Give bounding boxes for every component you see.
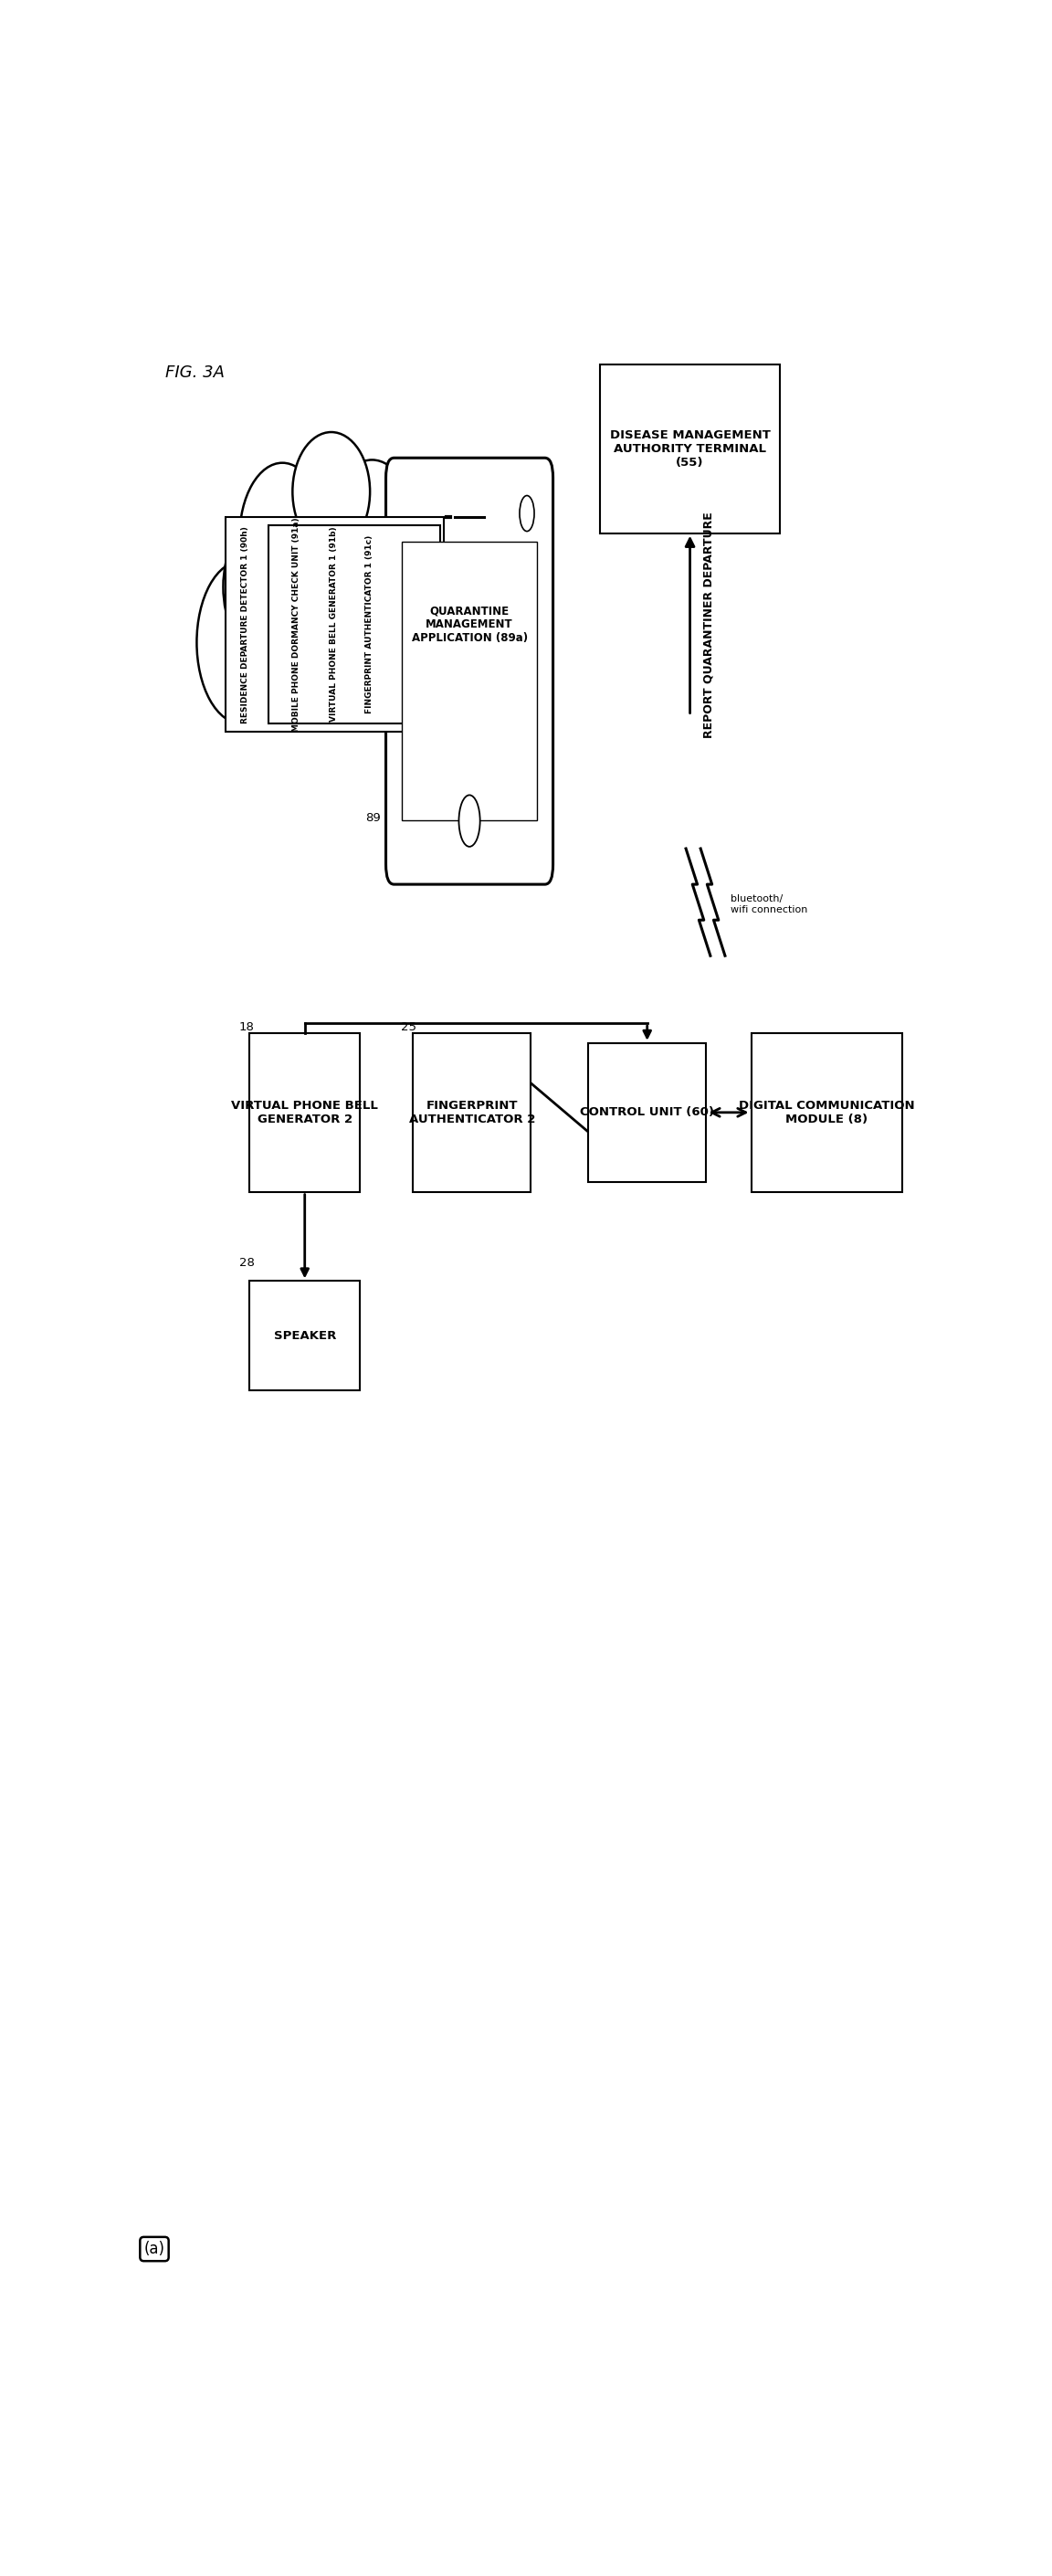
Text: bluetooth/
wifi connection: bluetooth/ wifi connection <box>731 894 808 914</box>
Text: QUARANTINE
MANAGEMENT
APPLICATION (89a): QUARANTINE MANAGEMENT APPLICATION (89a) <box>411 605 527 644</box>
Circle shape <box>436 683 471 770</box>
Circle shape <box>422 770 440 814</box>
FancyBboxPatch shape <box>225 518 444 732</box>
FancyBboxPatch shape <box>601 366 780 533</box>
Text: 25: 25 <box>401 1020 417 1033</box>
Text: FINGERPRINT
AUTHENTICATOR 2: FINGERPRINT AUTHENTICATOR 2 <box>409 1100 535 1126</box>
Text: DIGITAL COMMUNICATION
MODULE (8): DIGITAL COMMUNICATION MODULE (8) <box>739 1100 914 1126</box>
Ellipse shape <box>240 464 325 611</box>
Circle shape <box>428 732 454 796</box>
Ellipse shape <box>292 433 370 551</box>
FancyBboxPatch shape <box>249 1280 360 1391</box>
Ellipse shape <box>223 523 292 652</box>
FancyBboxPatch shape <box>386 459 553 884</box>
Text: VIRTUAL PHONE BELL
GENERATOR 2: VIRTUAL PHONE BELL GENERATOR 2 <box>231 1100 379 1126</box>
Text: VIRTUAL PHONE BELL GENERATOR 1 (91b): VIRTUAL PHONE BELL GENERATOR 1 (91b) <box>329 528 338 721</box>
Ellipse shape <box>249 523 412 711</box>
FancyBboxPatch shape <box>588 1043 706 1182</box>
Text: RESIDENCE DEPARTURE DETECTOR 1 (90h): RESIDENCE DEPARTURE DETECTOR 1 (90h) <box>242 526 249 724</box>
Text: FIG. 3A: FIG. 3A <box>166 366 225 381</box>
Circle shape <box>520 495 534 531</box>
FancyBboxPatch shape <box>402 541 537 819</box>
Text: MOBILE PHONE DORMANCY CHECK UNIT (91a): MOBILE PHONE DORMANCY CHECK UNIT (91a) <box>292 518 300 732</box>
Text: CONTROL UNIT (60): CONTROL UNIT (60) <box>580 1108 714 1118</box>
Text: 89: 89 <box>366 811 381 824</box>
Text: 28: 28 <box>239 1257 255 1270</box>
FancyBboxPatch shape <box>751 1033 902 1193</box>
Text: 18: 18 <box>239 1020 255 1033</box>
Text: REPORT QUARANTINER DEPARTURE: REPORT QUARANTINER DEPARTURE <box>703 513 715 737</box>
Text: SPEAKER: SPEAKER <box>274 1329 336 1342</box>
Ellipse shape <box>197 562 286 724</box>
FancyBboxPatch shape <box>249 1033 360 1193</box>
Ellipse shape <box>378 564 456 708</box>
Text: FINGERPRINT AUTHENTICATOR 1 (91c): FINGERPRINT AUTHENTICATOR 1 (91c) <box>365 536 373 714</box>
FancyBboxPatch shape <box>412 1033 531 1193</box>
Circle shape <box>459 796 480 848</box>
Ellipse shape <box>329 461 414 603</box>
Text: DISEASE MANAGEMENT
AUTHORITY TERMINAL
(55): DISEASE MANAGEMENT AUTHORITY TERMINAL (5… <box>610 430 770 469</box>
Text: (a): (a) <box>144 2241 165 2257</box>
FancyBboxPatch shape <box>268 526 441 724</box>
